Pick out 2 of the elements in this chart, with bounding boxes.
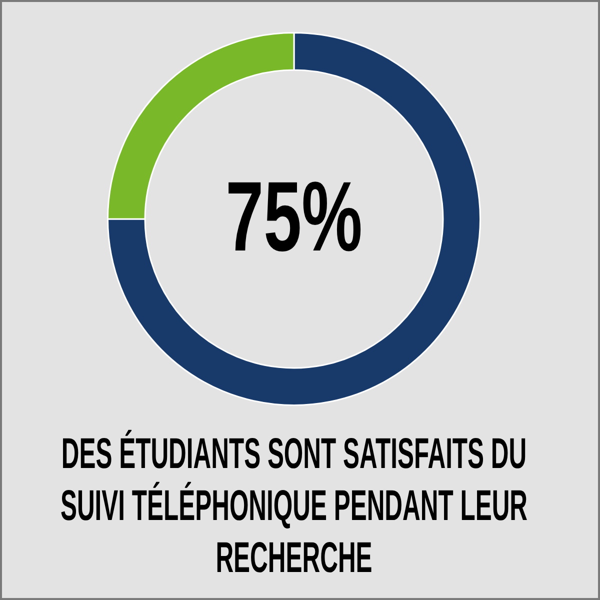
text: DES ÉTUDIANTS SONT SATISFAITS DU SUIVI TÉLÉPHONIQUE PENDANT LEUR RECHERCHE (59, 428, 529, 584)
data-label: 75% (226, 162, 362, 272)
